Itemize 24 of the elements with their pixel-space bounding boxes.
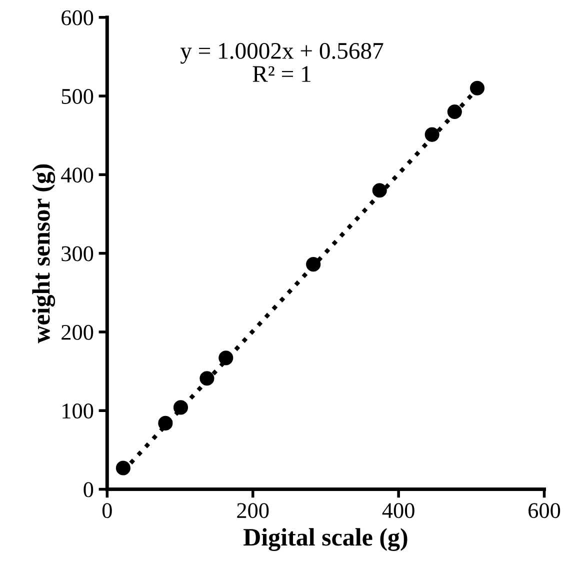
y-tick-label: 100 <box>62 404 94 419</box>
y-tick-label: 600 <box>62 10 94 26</box>
point <box>372 183 387 198</box>
y-tick-label: 200 <box>62 324 94 340</box>
y-axis-title: weight sensor (g) <box>32 164 56 344</box>
point <box>447 104 462 120</box>
x-tick-label: 400 <box>382 503 414 518</box>
point <box>470 80 485 96</box>
point <box>200 371 214 386</box>
y-tick-label: 500 <box>62 88 94 104</box>
y-tick-label: 0 <box>84 482 94 498</box>
point <box>306 257 321 272</box>
point <box>218 350 234 366</box>
x-tick-label: 600 <box>528 503 560 518</box>
y-tick-label: 400 <box>61 168 94 183</box>
point <box>116 460 130 476</box>
point <box>158 416 173 430</box>
point <box>424 127 440 142</box>
y-tick-label: 300 <box>62 246 94 262</box>
annotation: y = 1.0002x + 0.5687 R² = 1 <box>180 42 384 82</box>
point <box>173 400 188 415</box>
x-tick-label: 0 <box>102 503 112 518</box>
x-tick-label: 200 <box>237 503 269 518</box>
x-axis-title: Digital scale (g) <box>244 528 408 552</box>
